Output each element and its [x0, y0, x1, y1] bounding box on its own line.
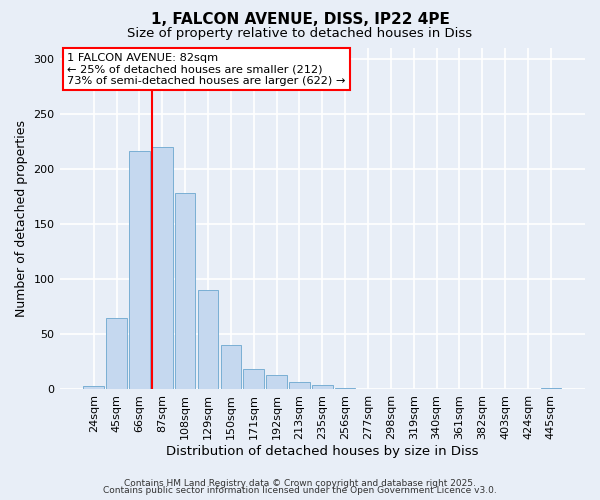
Bar	[312, 384, 332, 389]
Text: Contains HM Land Registry data © Crown copyright and database right 2025.: Contains HM Land Registry data © Crown c…	[124, 478, 476, 488]
Bar	[83, 386, 104, 389]
Bar	[289, 382, 310, 389]
Bar	[335, 388, 355, 389]
Y-axis label: Number of detached properties: Number of detached properties	[15, 120, 28, 316]
Bar	[152, 146, 173, 389]
Bar	[175, 193, 196, 389]
Bar	[129, 151, 150, 389]
X-axis label: Distribution of detached houses by size in Diss: Distribution of detached houses by size …	[166, 444, 479, 458]
Text: 1 FALCON AVENUE: 82sqm
← 25% of detached houses are smaller (212)
73% of semi-de: 1 FALCON AVENUE: 82sqm ← 25% of detached…	[67, 52, 346, 86]
Bar	[198, 290, 218, 389]
Bar	[244, 369, 264, 389]
Text: 1, FALCON AVENUE, DISS, IP22 4PE: 1, FALCON AVENUE, DISS, IP22 4PE	[151, 12, 449, 28]
Text: Size of property relative to detached houses in Diss: Size of property relative to detached ho…	[127, 28, 473, 40]
Bar	[266, 374, 287, 389]
Bar	[106, 318, 127, 389]
Text: Contains public sector information licensed under the Open Government Licence v3: Contains public sector information licen…	[103, 486, 497, 495]
Bar	[541, 388, 561, 389]
Bar	[221, 345, 241, 389]
